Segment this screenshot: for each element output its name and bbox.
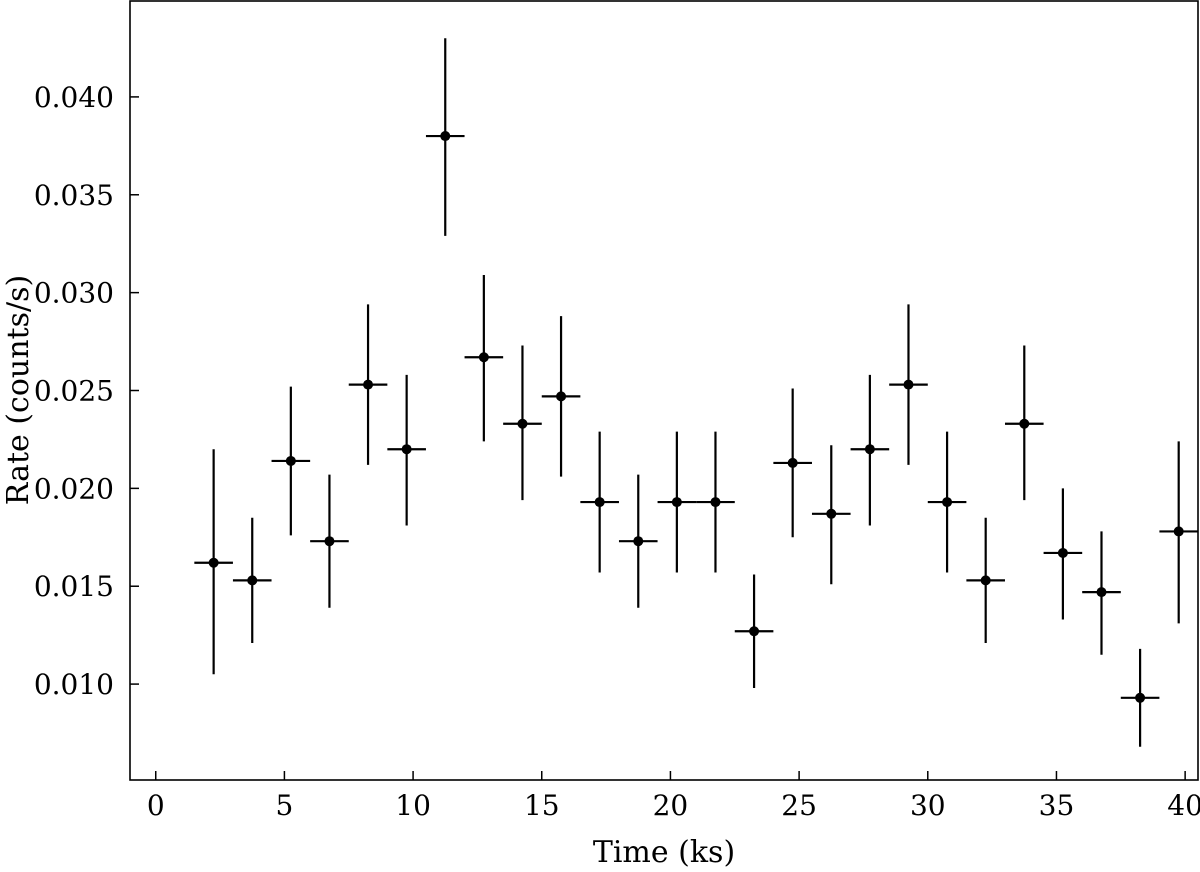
data-point: [773, 388, 812, 538]
point-marker: [1096, 587, 1107, 598]
point-marker: [517, 418, 528, 429]
data-point: [811, 445, 851, 585]
data-point: [1120, 648, 1160, 747]
point-marker: [247, 575, 258, 586]
x-tick-label: 35: [1039, 789, 1075, 822]
point-marker: [478, 352, 489, 363]
point-marker: [671, 497, 682, 508]
data-point: [232, 517, 272, 643]
data-point: [1004, 345, 1044, 501]
x-axis-label: Time (ks): [593, 835, 735, 870]
point-marker: [710, 497, 721, 508]
data-point: [194, 449, 233, 675]
plot-frame: [129, 0, 1199, 781]
point-marker: [980, 575, 991, 586]
point-marker: [594, 497, 605, 508]
x-tick-label: 25: [781, 789, 817, 822]
point-marker: [826, 508, 837, 519]
point-marker: [1019, 418, 1030, 429]
point-marker: [942, 497, 953, 508]
data-point: [966, 517, 1005, 643]
point-marker: [556, 391, 567, 402]
point-marker: [633, 536, 644, 547]
y-tick-label: 0.030: [34, 277, 114, 310]
data-point: [618, 474, 658, 608]
x-tick-label: 30: [910, 789, 946, 822]
x-tick-label: 20: [653, 789, 689, 822]
point-marker: [1057, 547, 1068, 558]
point-marker: [1173, 526, 1184, 537]
axis-ticks: 0 5 10 15 20 25 30 35 40 0.010 0.015 0.020 0.025 0.03…: [34, 81, 1200, 822]
data-point: [927, 431, 967, 573]
y-tick-label: 0.040: [34, 81, 114, 114]
point-marker: [787, 457, 798, 468]
point-marker: [864, 444, 875, 455]
data-point: [696, 431, 735, 573]
data-point: [387, 374, 426, 526]
point-marker: [440, 131, 451, 142]
point-marker: [903, 379, 914, 390]
point-marker: [208, 557, 219, 568]
x-tick-label: 0: [147, 789, 165, 822]
y-tick-label: 0.035: [34, 179, 114, 212]
data-point: [1159, 441, 1198, 624]
x-tick-label: 15: [524, 789, 560, 822]
point-marker: [285, 455, 296, 466]
y-tick-label: 0.025: [34, 375, 114, 408]
point-marker: [401, 444, 412, 455]
data-point: [1082, 531, 1121, 655]
data-point: [657, 431, 697, 573]
data-point: [1043, 488, 1083, 620]
point-marker: [324, 536, 335, 547]
y-tick-label: 0.020: [34, 472, 114, 505]
data-point: [734, 574, 774, 689]
data-point: [348, 304, 388, 465]
data-point: [889, 304, 928, 465]
point-marker: [749, 626, 760, 637]
point-marker: [1135, 692, 1146, 703]
data-point: [271, 386, 311, 536]
y-axis-label: Rate (counts/s): [1, 275, 36, 505]
x-tick-label: 5: [275, 789, 293, 822]
data-points: [194, 38, 1198, 747]
x-tick-label: 40: [1167, 789, 1200, 822]
data-point: [310, 474, 349, 608]
data-point: [503, 345, 542, 501]
data-point: [425, 38, 465, 236]
data-point: [580, 431, 619, 573]
data-point: [850, 374, 890, 526]
point-marker: [363, 379, 374, 390]
data-point: [541, 316, 581, 477]
y-tick-label: 0.010: [34, 668, 114, 701]
x-tick-label: 10: [395, 789, 431, 822]
y-tick-label: 0.015: [34, 570, 114, 603]
data-point: [464, 275, 504, 442]
